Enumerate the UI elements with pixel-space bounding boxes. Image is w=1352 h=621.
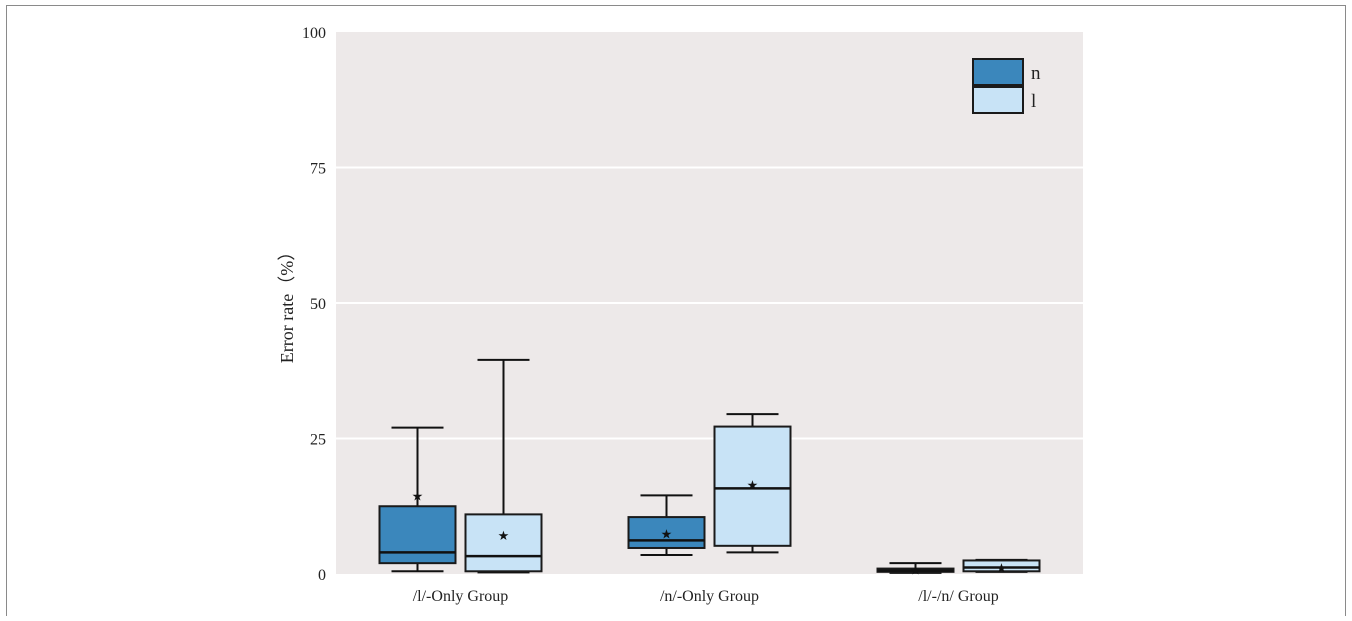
box-iqr [464, 513, 543, 573]
x-tick-label-2: /l/-/n/ Group [918, 588, 998, 605]
box-group-0: ★★ [378, 358, 543, 574]
mean-marker: ★ [661, 527, 673, 542]
box-iqr [962, 559, 1041, 573]
box-iqr [627, 516, 706, 549]
mean-marker: ★ [996, 561, 1008, 576]
legend-swatch-l [972, 86, 1024, 114]
figure-frame [6, 5, 1346, 616]
box-group-1: ★★ [627, 413, 792, 557]
y-axis-ticks: 0 25 50 75 100 [302, 25, 326, 584]
legend-swatch-n [972, 58, 1024, 86]
box-n-1: ★ [627, 494, 706, 557]
y-tick-label-50: 50 [310, 296, 326, 313]
legend-label-n: n [1031, 63, 1041, 84]
y-tick-label-0: 0 [318, 567, 326, 584]
legend-label-l: l [1031, 91, 1036, 112]
x-axis-categories: /l/-Only Group/n/-Only Group/l/-/n/ Grou… [413, 588, 999, 605]
mean-marker: ★ [747, 479, 759, 494]
x-tick-label-0: /l/-Only Group [413, 588, 509, 605]
mean-marker: ★ [910, 564, 922, 579]
gridlines [336, 166, 1083, 440]
box-l-0: ★ [464, 358, 543, 574]
box-iqr [713, 425, 792, 547]
y-axis-label: Error rate（%） [277, 243, 297, 363]
box-group-2: ★ ★ [876, 558, 1041, 579]
legend: nl [972, 58, 1041, 114]
y-tick-label-25: 25 [310, 432, 326, 449]
box-n-0: ★ [378, 426, 457, 573]
box-n-2: ★ [876, 562, 955, 579]
mean-marker: ★ [412, 489, 424, 504]
x-tick-label-1: /n/-Only Group [660, 588, 759, 605]
box-iqr [378, 505, 457, 565]
mean-marker: ★ [498, 529, 510, 544]
y-tick-label-75: 75 [310, 161, 326, 178]
box-l-2: ★ [962, 558, 1041, 576]
y-tick-label-100: 100 [302, 25, 326, 42]
box-groups: ★★ ★★★ ★ [378, 358, 1041, 579]
box-l-1: ★ [713, 413, 792, 554]
